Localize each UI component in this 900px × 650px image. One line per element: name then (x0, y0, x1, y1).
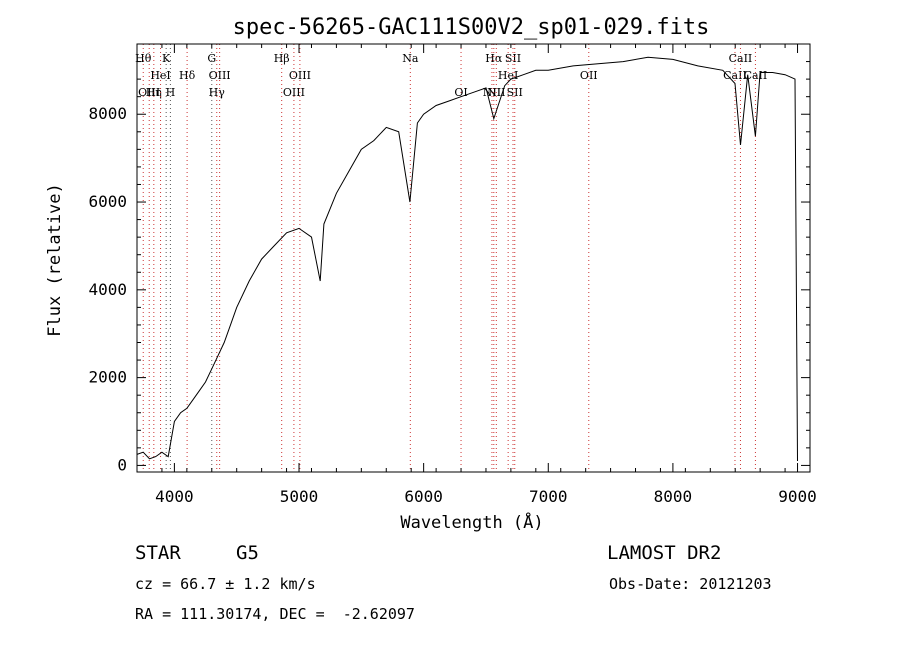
spectral-line-label: CaII (729, 52, 753, 65)
spectral-line-label: OIII (209, 69, 231, 82)
spectral-line-label: OIII (138, 86, 160, 99)
spectral-line-label: OII (580, 69, 598, 82)
object-subclass: G5 (236, 542, 259, 564)
spectral-line-label: SII (507, 86, 523, 99)
spectral-line-label: G (207, 52, 216, 65)
series-layer (136, 56, 798, 462)
x-tick-label: 4000 (155, 487, 194, 506)
spectral-line-label: HeI (150, 69, 170, 82)
spectral-line-label: H (166, 86, 176, 99)
chart-title: spec-56265-GAC111S00V2_sp01-029.fits (233, 15, 710, 40)
y-tick-label: 0 (117, 455, 127, 474)
y-axis-label: Flux (relative) (45, 183, 65, 337)
spectrum-series-line (136, 56, 798, 462)
y-tick-label: 2000 (88, 368, 127, 387)
survey-name: LAMOST DR2 (607, 542, 722, 564)
spectral-line-label: K (162, 52, 171, 65)
y-tick-label: 6000 (88, 192, 127, 211)
spectral-line-label: Hδ (179, 69, 196, 82)
plot-frame (136, 43, 811, 473)
y-tick-label: 8000 (88, 104, 127, 123)
spectral-line-label: SII (505, 52, 521, 65)
spectral-line-label: Hγ (209, 86, 226, 99)
x-tick-label: 6000 (404, 487, 443, 506)
spectral-line-label: Hβ (274, 52, 290, 65)
spectral-line-label: HeI (498, 69, 518, 82)
x-tick-label: 9000 (778, 487, 817, 506)
x-axis-label: Wavelength (Å) (400, 511, 543, 533)
redshift-velocity: cz = 66.7 ± 1.2 km/s (135, 575, 316, 593)
spectral-line-label: OIII (283, 86, 305, 99)
coordinates: RA = 111.30174, DEC = -2.62097 (135, 605, 415, 623)
observation-date: Obs-Date: 20121203 (609, 575, 772, 593)
spectral-line-label: OIII (289, 69, 311, 82)
x-tick-label: 5000 (280, 487, 319, 506)
spectral-line-label: Hα (485, 52, 503, 65)
object-class: STAR (135, 542, 181, 564)
ticks-layer: 4000 5000 6000 7000 8000 9000 0 2000 4000 6000 800… (88, 43, 817, 506)
spectral-line-label: Hθ (135, 52, 152, 65)
spectral-line-label: Hη (146, 86, 162, 99)
x-tick-label: 7000 (529, 487, 568, 506)
spectral-line-label: Na (402, 52, 419, 65)
x-tick-label: 8000 (654, 487, 693, 506)
spectral-line-label: NII (483, 86, 501, 99)
y-tick-label: 4000 (88, 280, 127, 299)
